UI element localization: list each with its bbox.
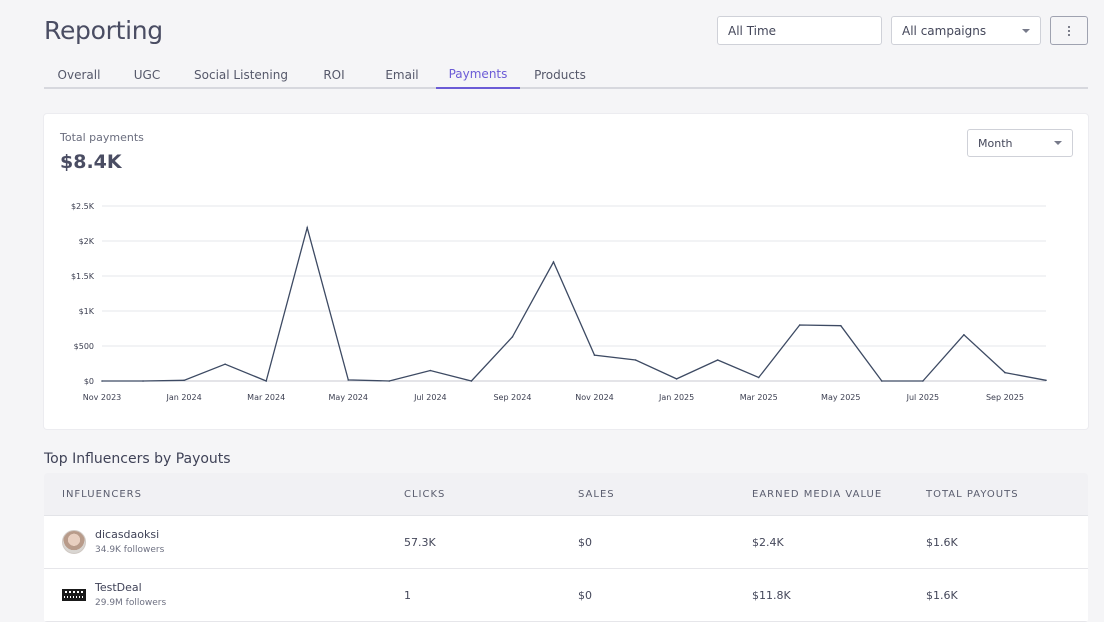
tab-products[interactable]: Products [534, 67, 586, 82]
total-payments-label: Total payments [60, 131, 144, 144]
sales-cell: $0 [578, 536, 592, 549]
chevron-down-icon [1054, 141, 1062, 145]
avatar [62, 589, 86, 601]
time-range-value: All Time [728, 23, 777, 38]
y-tick-label: $2.5K [71, 202, 95, 211]
data-point [593, 354, 596, 356]
data-point [183, 379, 185, 382]
payments-line-chart: $0 $500 $1K $1.5K $2K $2.5K Nov 2023 Jan 2024 Ma… [71, 202, 1047, 402]
influencer-name[interactable]: dicasdaoksi [95, 528, 160, 541]
data-point [552, 261, 555, 263]
influencer-followers: 34.9K followers [95, 545, 165, 555]
x-tick-label: May 2025 [821, 393, 860, 402]
data-point [265, 380, 267, 382]
payouts-cell: $1.6K [926, 536, 958, 549]
data-point [757, 376, 760, 379]
y-tick-label: $0 [84, 377, 94, 386]
data-point [675, 378, 678, 380]
tab-payments[interactable]: Payments [436, 60, 520, 89]
column-header-clicks[interactable]: CLICKS [404, 489, 446, 500]
column-header-total-payouts[interactable]: TOTAL PAYOUTS [926, 489, 1019, 500]
data-point [839, 324, 842, 327]
top-influencers-table: INFLUENCERS CLICKS SALES EARNED MEDIA VA… [44, 473, 1088, 622]
column-header-sales[interactable]: SALES [578, 489, 615, 500]
y-tick-label: $1K [79, 307, 95, 316]
x-tick-label: Sep 2025 [986, 393, 1024, 402]
x-tick-label: Jul 2024 [413, 393, 447, 402]
data-point [429, 369, 432, 372]
time-range-filter[interactable]: All Time [717, 16, 882, 45]
more-options-button[interactable] [1050, 16, 1088, 45]
x-tick-label: Jul 2025 [906, 393, 940, 402]
clicks-cell: 1 [404, 589, 411, 602]
tab-overall[interactable]: Overall [57, 67, 101, 82]
tab-ugc[interactable]: UGC [133, 67, 161, 82]
x-tick-label: Jan 2025 [658, 393, 694, 402]
y-tick-label: $500 [74, 342, 94, 351]
campaign-filter-value: All campaigns [902, 23, 987, 38]
influencer-name[interactable]: TestDeal [95, 581, 142, 594]
data-point [716, 359, 719, 361]
top-influencers-title: Top Influencers by Payouts [44, 451, 231, 467]
avatar [62, 530, 86, 554]
data-point [511, 336, 514, 338]
x-tick-label: May 2024 [329, 393, 368, 402]
column-header-emv[interactable]: EARNED MEDIA VALUE [752, 489, 883, 500]
data-point [922, 380, 924, 382]
clicks-cell: 57.3K [404, 536, 436, 549]
data-point [634, 359, 637, 361]
payments-series-line [102, 225, 1047, 382]
tab-roi[interactable]: ROI [323, 67, 345, 82]
influencer-followers: 29.9M followers [95, 598, 167, 608]
y-tick-label: $1.5K [71, 272, 95, 281]
chevron-down-icon [1022, 28, 1030, 33]
tab-email[interactable]: Email [385, 67, 419, 82]
data-point [142, 380, 144, 382]
vertical-dots-icon [1068, 25, 1070, 36]
period-select-value: Month [978, 136, 1013, 150]
x-tick-label: Nov 2023 [83, 393, 122, 402]
data-point [306, 226, 309, 229]
tab-social-listening[interactable]: Social Listening [194, 67, 288, 82]
data-point [470, 380, 473, 382]
campaign-filter[interactable]: All campaigns [891, 16, 1041, 45]
data-point [798, 324, 801, 326]
page-title: Reporting [44, 16, 163, 45]
total-payments-value: $8.4K [60, 151, 122, 173]
column-header-influencers[interactable]: INFLUENCERS [62, 489, 142, 500]
payments-card: Total payments $8.4K Month $0 $500 $1K $1.5… [44, 114, 1088, 429]
table-row[interactable]: TestDeal 29.9M followers 1 $0 $11.8K $1.… [44, 569, 1088, 622]
data-point [224, 363, 226, 365]
data-point [963, 334, 965, 336]
data-point [1004, 371, 1006, 374]
y-tick-label: $2K [79, 237, 95, 246]
x-tick-label: Nov 2024 [575, 393, 614, 402]
emv-cell: $11.8K [752, 589, 791, 602]
x-tick-label: Mar 2024 [247, 393, 285, 402]
period-select[interactable]: Month [967, 129, 1073, 157]
payouts-cell: $1.6K [926, 589, 958, 602]
table-row[interactable]: dicasdaoksi 34.9K followers 57.3K $0 $2.… [44, 516, 1088, 569]
data-point [101, 380, 103, 382]
table-header: INFLUENCERS CLICKS SALES EARNED MEDIA VA… [44, 473, 1088, 516]
x-tick-label: Jan 2024 [165, 393, 201, 402]
emv-cell: $2.4K [752, 536, 784, 549]
data-point [1045, 379, 1047, 382]
x-tick-label: Sep 2024 [493, 393, 531, 402]
data-point [388, 380, 391, 382]
data-point [881, 380, 883, 382]
data-point [347, 379, 350, 381]
x-tick-label: Mar 2025 [740, 393, 778, 402]
sales-cell: $0 [578, 589, 592, 602]
report-tabs: Overall UGC Social Listening ROI Email P… [44, 60, 1088, 89]
